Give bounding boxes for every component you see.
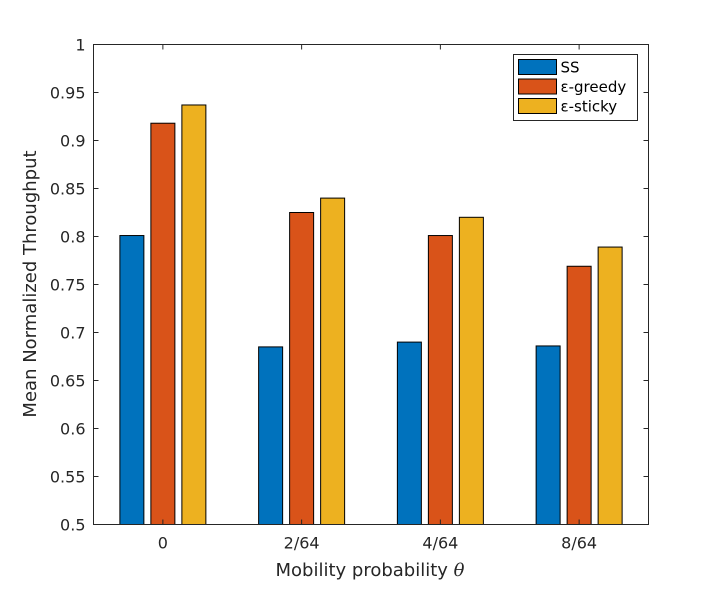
legend-swatch [518,59,557,75]
y-axis-label: Mean Normalized Throughput [20,150,41,417]
y-tick-label: 0.6 [60,420,85,439]
y-tick-label: 1 [75,36,85,55]
y-tick-label: 0.65 [50,372,86,391]
bar-sticky-2 [458,216,484,526]
y-tick-label: 0.85 [50,180,86,199]
y-tick-label: 0.75 [50,276,86,295]
x-tick-label: 8/64 [561,534,597,553]
bar-greedy-0 [150,122,176,525]
bar-ss-3 [535,345,561,525]
y-tick-label: 0.55 [50,468,86,487]
bar-sticky-3 [597,246,623,525]
bars-group [119,104,623,526]
bar-ss-0 [119,235,145,525]
legend: SSε-greedy ε-sticky [513,54,638,121]
legend-label: ε-greedy [561,78,627,96]
legend-swatch [518,98,557,114]
x-axis-label: Mobility probability θ [275,560,464,581]
y-tick-label: 0.5 [60,516,85,535]
x-tick-label: 4/64 [422,534,458,553]
bar-ss-2 [396,341,422,525]
legend-label: SS [561,59,580,77]
bar-ss-1 [258,346,284,525]
bar-greedy-3 [566,265,592,525]
theta-symbol: θ [454,560,465,581]
bar-greedy-1 [289,212,315,525]
bar-sticky-1 [320,197,346,525]
y-tick-label: 0.8 [60,228,85,247]
legend-label: ε-sticky [561,98,618,116]
y-tick-label: 0.95 [50,84,86,103]
y-tick-label: 0.9 [60,132,85,151]
bar-sticky-0 [181,104,207,525]
y-axis: 0.5 0.55 0.6 0.65 0.7 0.75 0.8 0.85 0.9 0.95 1 [50,36,649,535]
x-axis: 0 2/64 4/64 8/64 [158,44,597,553]
bar-greedy-2 [427,235,453,525]
y-tick-label: 0.7 [60,324,85,343]
x-tick-label: 2/64 [284,534,320,553]
legend-swatch [518,78,557,95]
x-tick-label: 0 [158,534,168,553]
